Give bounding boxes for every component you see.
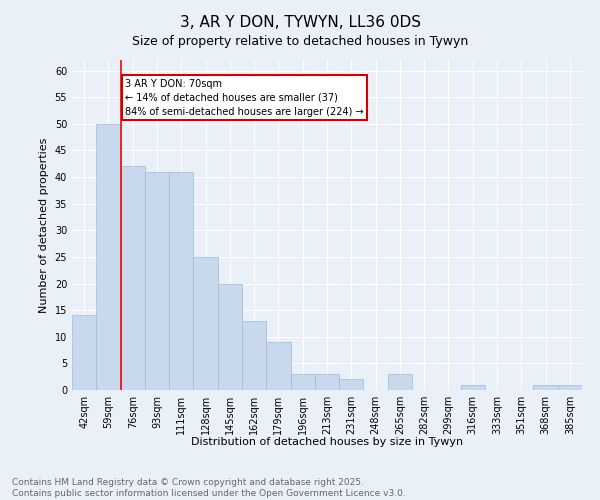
- Bar: [388, 374, 412, 390]
- Bar: [96, 124, 121, 390]
- Bar: [315, 374, 339, 390]
- Bar: [72, 316, 96, 390]
- Bar: [193, 257, 218, 390]
- Bar: [242, 321, 266, 390]
- Bar: [169, 172, 193, 390]
- X-axis label: Distribution of detached houses by size in Tywyn: Distribution of detached houses by size …: [191, 437, 463, 447]
- Y-axis label: Number of detached properties: Number of detached properties: [39, 138, 49, 312]
- Text: Contains HM Land Registry data © Crown copyright and database right 2025.
Contai: Contains HM Land Registry data © Crown c…: [12, 478, 406, 498]
- Bar: [558, 384, 582, 390]
- Text: 3, AR Y DON, TYWYN, LL36 0DS: 3, AR Y DON, TYWYN, LL36 0DS: [179, 15, 421, 30]
- Bar: [290, 374, 315, 390]
- Bar: [533, 384, 558, 390]
- Bar: [121, 166, 145, 390]
- Bar: [145, 172, 169, 390]
- Bar: [218, 284, 242, 390]
- Bar: [266, 342, 290, 390]
- Text: 3 AR Y DON: 70sqm
← 14% of detached houses are smaller (37)
84% of semi-detached: 3 AR Y DON: 70sqm ← 14% of detached hous…: [125, 78, 364, 116]
- Bar: [339, 380, 364, 390]
- Bar: [461, 384, 485, 390]
- Text: Size of property relative to detached houses in Tywyn: Size of property relative to detached ho…: [132, 35, 468, 48]
